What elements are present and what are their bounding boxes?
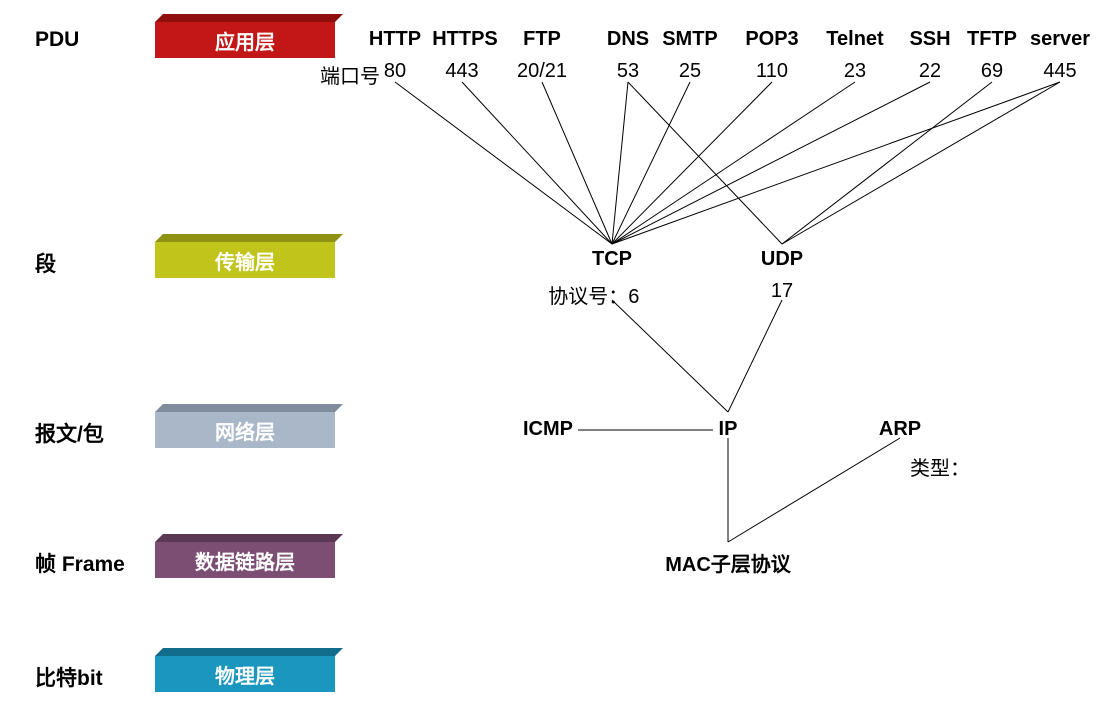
diagram-stage: { "type": "network-layer-diagram", "canv…: [0, 0, 1112, 702]
transport-num-tcp: 协议号：6: [548, 280, 639, 309]
app-port-http: 80: [384, 60, 406, 83]
pdu-label-physical: 比特bit: [35, 662, 103, 692]
app-proto-smtp: SMTP: [662, 28, 718, 51]
app-port-https: 443: [445, 60, 478, 83]
pdu-label-transport: 段: [35, 248, 56, 278]
layer-box-label-app: 应用层: [155, 22, 335, 58]
app-port-ftp: 20/21: [517, 60, 567, 83]
transport-proto-tcp: TCP: [592, 248, 632, 271]
app-port-ssh: 22: [919, 60, 941, 83]
network-type-label: 类型：: [910, 452, 970, 481]
network-proto-ip: IP: [719, 418, 738, 441]
app-proto-pop3: POP3: [745, 28, 798, 51]
layer-box-network: 网络层: [155, 412, 335, 448]
pdu-label-app: PDU: [35, 28, 79, 52]
app-proto-ssh: SSH: [909, 28, 950, 51]
transport-proto-udp: UDP: [761, 248, 803, 271]
app-proto-telnet: Telnet: [826, 28, 883, 51]
transport-num-udp: 17: [771, 280, 793, 303]
app-port-dns: 53: [617, 60, 639, 83]
connection-lines: [0, 0, 1112, 702]
app-proto-server: server: [1030, 28, 1090, 51]
layer-box-label-transport: 传输层: [155, 242, 335, 278]
port-row-label: 端口号: [320, 60, 380, 89]
app-port-telnet: 23: [844, 60, 866, 83]
app-port-pop3: 110: [756, 60, 788, 83]
layer-box-label-physical: 物理层: [155, 656, 335, 692]
app-proto-https: HTTPS: [432, 28, 498, 51]
app-port-smtp: 25: [679, 60, 701, 83]
layer-box-label-datalink: 数据链路层: [155, 542, 335, 578]
datalink-proto-mac: MAC子层协议: [665, 548, 791, 577]
app-proto-http: HTTP: [369, 28, 421, 51]
network-proto-icmp: ICMP: [523, 418, 573, 441]
layer-box-label-network: 网络层: [155, 412, 335, 448]
app-proto-tftp: TFTP: [967, 28, 1017, 51]
app-proto-dns: DNS: [607, 28, 649, 51]
app-proto-ftp: FTP: [523, 28, 561, 51]
layer-box-datalink: 数据链路层: [155, 542, 335, 578]
network-proto-arp: ARP: [879, 418, 921, 441]
layer-box-transport: 传输层: [155, 242, 335, 278]
pdu-label-network: 报文/包: [35, 418, 104, 448]
layer-box-app: 应用层: [155, 22, 335, 58]
app-port-tftp: 69: [981, 60, 1003, 83]
layer-box-physical: 物理层: [155, 656, 335, 692]
pdu-label-datalink: 帧 Frame: [35, 548, 125, 578]
app-port-server: 445: [1043, 60, 1076, 83]
